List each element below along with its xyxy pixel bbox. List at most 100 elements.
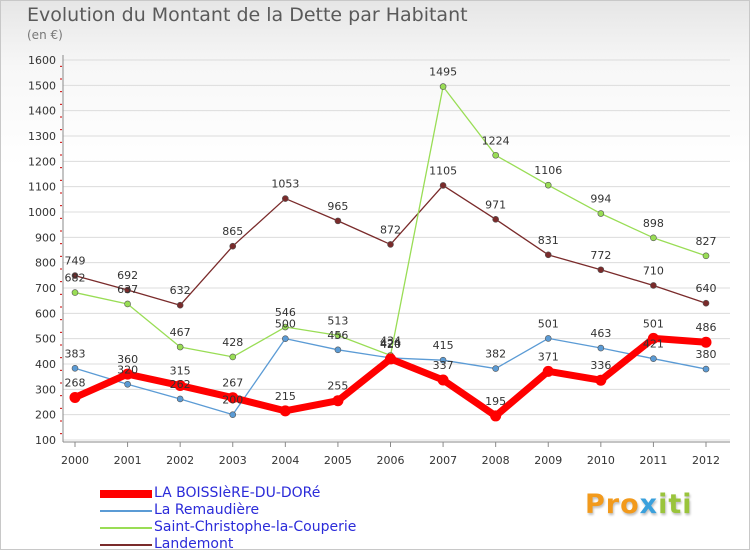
x-tick-label: 2005 (324, 454, 352, 467)
y-tick-label: 900 (35, 231, 56, 244)
data-label: 215 (275, 390, 296, 403)
series-lines (69, 83, 712, 422)
data-point (647, 332, 659, 344)
data-label: 1224 (482, 134, 510, 147)
data-point (492, 216, 499, 223)
data-point (176, 343, 184, 351)
data-point (544, 181, 552, 189)
data-point (69, 391, 81, 403)
data-point (597, 344, 605, 352)
data-point (334, 346, 342, 354)
data-point (176, 301, 184, 309)
data-label: 320 (117, 363, 138, 376)
x-tick-label: 2001 (114, 454, 142, 467)
data-label: 463 (590, 327, 611, 340)
data-label: 315 (170, 365, 191, 378)
legend-swatch (100, 527, 152, 529)
legend-label: La Remaudière (154, 502, 260, 518)
data-label: 337 (433, 359, 454, 372)
data-point (71, 365, 79, 372)
data-labels: 268 360 315 267 215 255 420 337 195 371 336 501 486 3… (65, 66, 717, 408)
data-label: 827 (696, 235, 717, 248)
data-label: 971 (485, 198, 506, 211)
data-label: 268 (65, 376, 86, 389)
legend-item: Landemont (100, 536, 400, 553)
data-label: 500 (275, 318, 296, 331)
data-point (650, 355, 657, 362)
x-tick-label: 2008 (482, 454, 510, 467)
data-point (229, 242, 237, 250)
data-point (542, 365, 554, 377)
data-label: 682 (65, 272, 86, 285)
data-label: 637 (117, 283, 138, 296)
data-point (122, 368, 134, 380)
data-label: 255 (327, 380, 348, 393)
data-label: 898 (643, 217, 664, 230)
data-point (385, 353, 396, 365)
data-label: 1105 (429, 164, 457, 177)
data-label: 415 (433, 339, 454, 352)
data-label: 501 (538, 317, 559, 330)
data-point (282, 335, 289, 342)
x-tick-label: 2009 (534, 454, 562, 467)
data-label: 632 (170, 284, 191, 297)
data-label: 371 (538, 350, 559, 363)
legend-label: Saint-Christophe-la-Couperie (154, 519, 357, 535)
x-tick-label: 2004 (271, 454, 299, 467)
data-point (597, 266, 605, 274)
data-point (71, 289, 79, 296)
data-point (124, 286, 131, 294)
x-tick-label: 2012 (692, 454, 720, 467)
logo-part-3: iti (658, 489, 693, 520)
data-label: 865 (222, 225, 243, 238)
data-label: 546 (275, 306, 296, 319)
y-tick-label: 500 (35, 333, 56, 346)
data-label: 383 (65, 347, 86, 360)
data-label: 749 (65, 255, 86, 268)
data-point (124, 300, 131, 308)
data-point (492, 151, 499, 159)
data-point (332, 395, 344, 407)
data-point (439, 182, 447, 189)
data-label: 267 (222, 377, 243, 390)
data-label: 380 (696, 348, 717, 361)
data-label: 1106 (534, 164, 562, 177)
proxiti-logo: Proxiti (585, 489, 693, 520)
data-point (282, 195, 289, 202)
axes: 100 200 300 400 500 600 700 800 900 1000 1100 1200 1… (28, 54, 730, 467)
data-label: 382 (485, 348, 506, 361)
data-point (282, 323, 289, 331)
data-label: 1053 (271, 178, 299, 191)
legend-label: Landemont (154, 536, 234, 552)
x-tick-label: 2007 (429, 454, 457, 467)
data-label: 420 (380, 338, 401, 351)
data-label: 424 (380, 337, 401, 350)
y-tick-label: 1500 (28, 79, 56, 92)
x-tick-label: 2000 (61, 454, 89, 467)
y-tick-label: 600 (35, 307, 56, 320)
series-line-2 (74, 85, 707, 358)
data-point (227, 392, 239, 404)
x-tick-label: 2011 (639, 454, 667, 467)
data-label: 428 (222, 336, 243, 349)
data-point (229, 353, 237, 361)
data-point (174, 380, 186, 392)
data-label: 434 (380, 334, 401, 347)
logo-part-2: x (639, 489, 659, 520)
data-point (176, 395, 184, 403)
data-label: 513 (327, 314, 348, 327)
data-label: 486 (696, 321, 717, 334)
y-tick-label: 1200 (28, 155, 56, 168)
y-tick-label: 400 (35, 358, 56, 371)
data-point (439, 356, 447, 364)
data-point (702, 252, 710, 260)
data-label: 831 (538, 234, 559, 247)
data-point (334, 332, 342, 339)
x-tick-label: 2006 (377, 454, 405, 467)
y-tick-label: 200 (35, 409, 56, 422)
y-tick-label: 1300 (28, 130, 56, 143)
y-tick-label: 1000 (28, 206, 56, 219)
data-label: 640 (696, 282, 717, 295)
data-label: 336 (590, 359, 611, 372)
